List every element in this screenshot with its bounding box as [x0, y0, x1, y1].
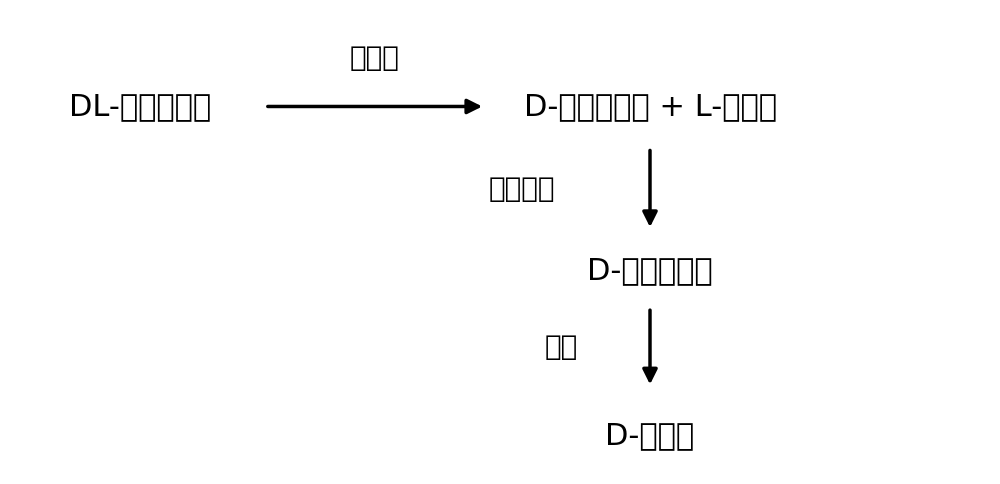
Text: 碱性水解: 碱性水解 [488, 175, 555, 203]
Text: 稀酸: 稀酸 [545, 333, 578, 361]
Text: DL-亮氨酸甲酯: DL-亮氨酸甲酯 [69, 92, 211, 121]
Text: D-亮氨酸甲酯 + L-亮氨酸: D-亮氨酸甲酯 + L-亮氨酸 [524, 92, 776, 121]
Text: 脂肪鉦: 脂肪鉦 [350, 44, 400, 72]
Text: D-亮氨酸钓盐: D-亮氨酸钓盐 [587, 257, 713, 286]
Text: D-亮氨酸: D-亮氨酸 [605, 421, 695, 450]
